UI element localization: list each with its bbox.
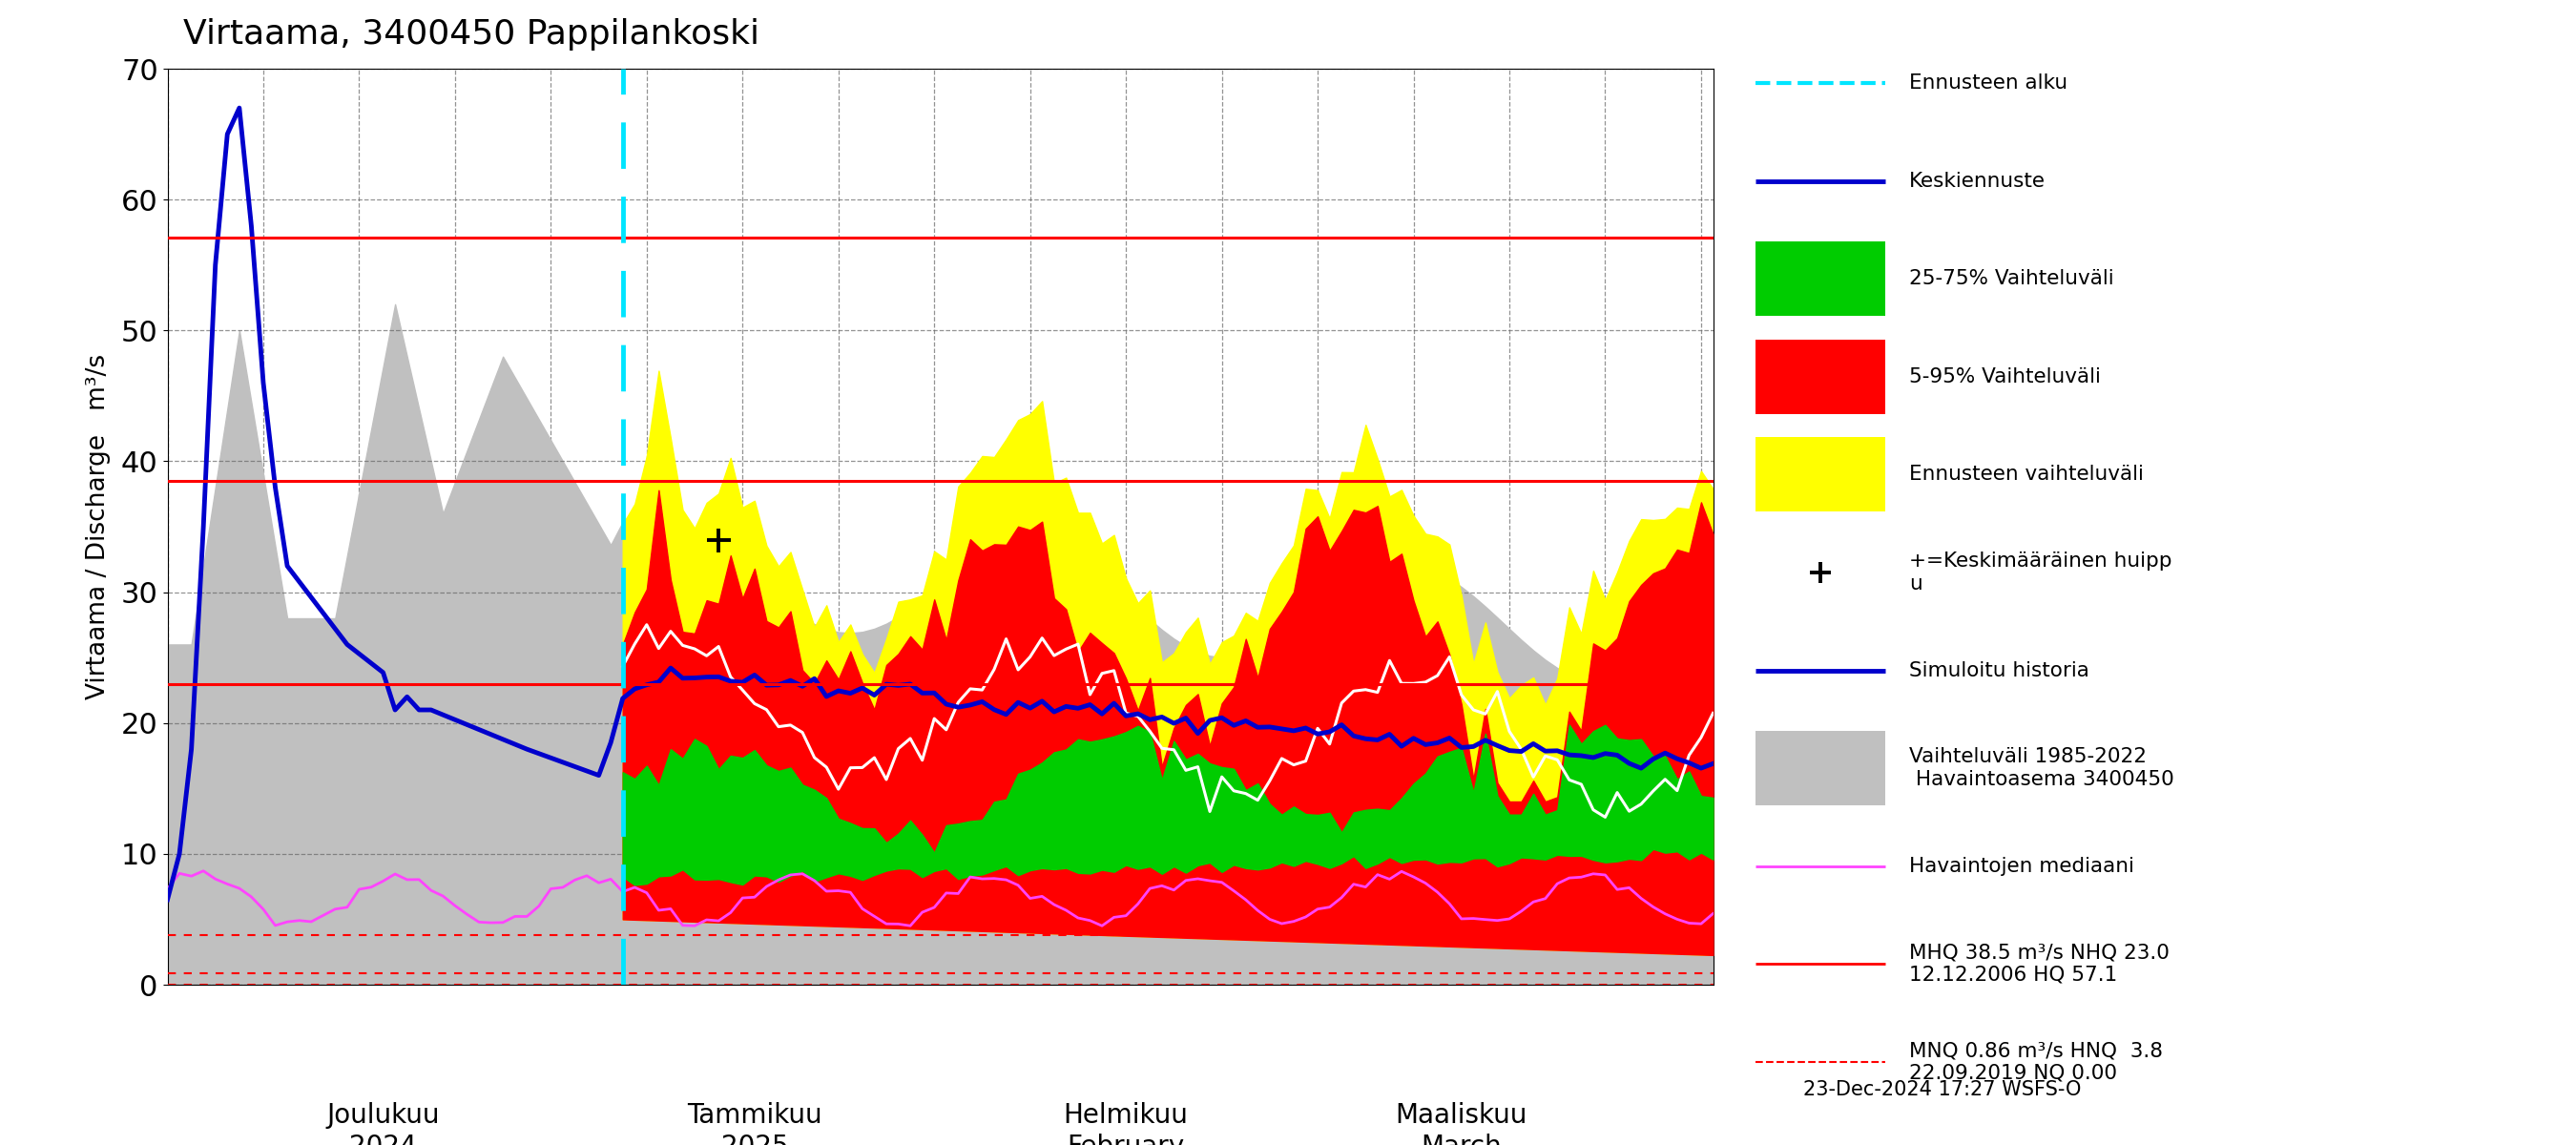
Text: Tammikuu
2025: Tammikuu 2025 <box>688 1103 822 1145</box>
Bar <box>1754 731 1886 805</box>
Text: Vaihteluväli 1985-2022
 Havaintoasema 3400450: Vaihteluväli 1985-2022 Havaintoasema 340… <box>1909 748 2174 789</box>
Text: Joulukuu
2024: Joulukuu 2024 <box>327 1103 440 1145</box>
Text: Virtaama, 3400450 Pappilankoski: Virtaama, 3400450 Pappilankoski <box>183 18 760 50</box>
Bar <box>1754 340 1886 414</box>
Text: 25-75% Vaihteluväli: 25-75% Vaihteluväli <box>1909 269 2115 289</box>
Text: Keskiennuste: Keskiennuste <box>1909 172 2045 191</box>
Text: Havaintojen mediaani: Havaintojen mediaani <box>1909 856 2136 876</box>
Text: 23-Dec-2024 17:27 WSFS-O: 23-Dec-2024 17:27 WSFS-O <box>1803 1080 2081 1099</box>
Bar <box>1754 437 1886 512</box>
Text: Maaliskuu
March: Maaliskuu March <box>1396 1103 1528 1145</box>
Text: MNQ 0.86 m³/s HNQ  3.8
22.09.2019 NQ 0.00: MNQ 0.86 m³/s HNQ 3.8 22.09.2019 NQ 0.00 <box>1909 1041 2164 1082</box>
Text: 5-95% Vaihteluväli: 5-95% Vaihteluväli <box>1909 368 2102 386</box>
Bar <box>1754 242 1886 316</box>
Text: Ennusteen vaihteluväli: Ennusteen vaihteluväli <box>1909 465 2143 484</box>
Text: Ennusteen alku: Ennusteen alku <box>1909 73 2069 93</box>
Text: Simuloitu historia: Simuloitu historia <box>1909 661 2089 680</box>
Y-axis label: Virtaama / Discharge   m³/s: Virtaama / Discharge m³/s <box>85 354 111 700</box>
Text: Helmikuu
February: Helmikuu February <box>1064 1103 1188 1145</box>
Text: +=Keskimääräinen huipp
u: +=Keskimääräinen huipp u <box>1909 552 2172 593</box>
Text: MHQ 38.5 m³/s NHQ 23.0
12.12.2006 HQ 57.1: MHQ 38.5 m³/s NHQ 23.0 12.12.2006 HQ 57.… <box>1909 943 2169 985</box>
